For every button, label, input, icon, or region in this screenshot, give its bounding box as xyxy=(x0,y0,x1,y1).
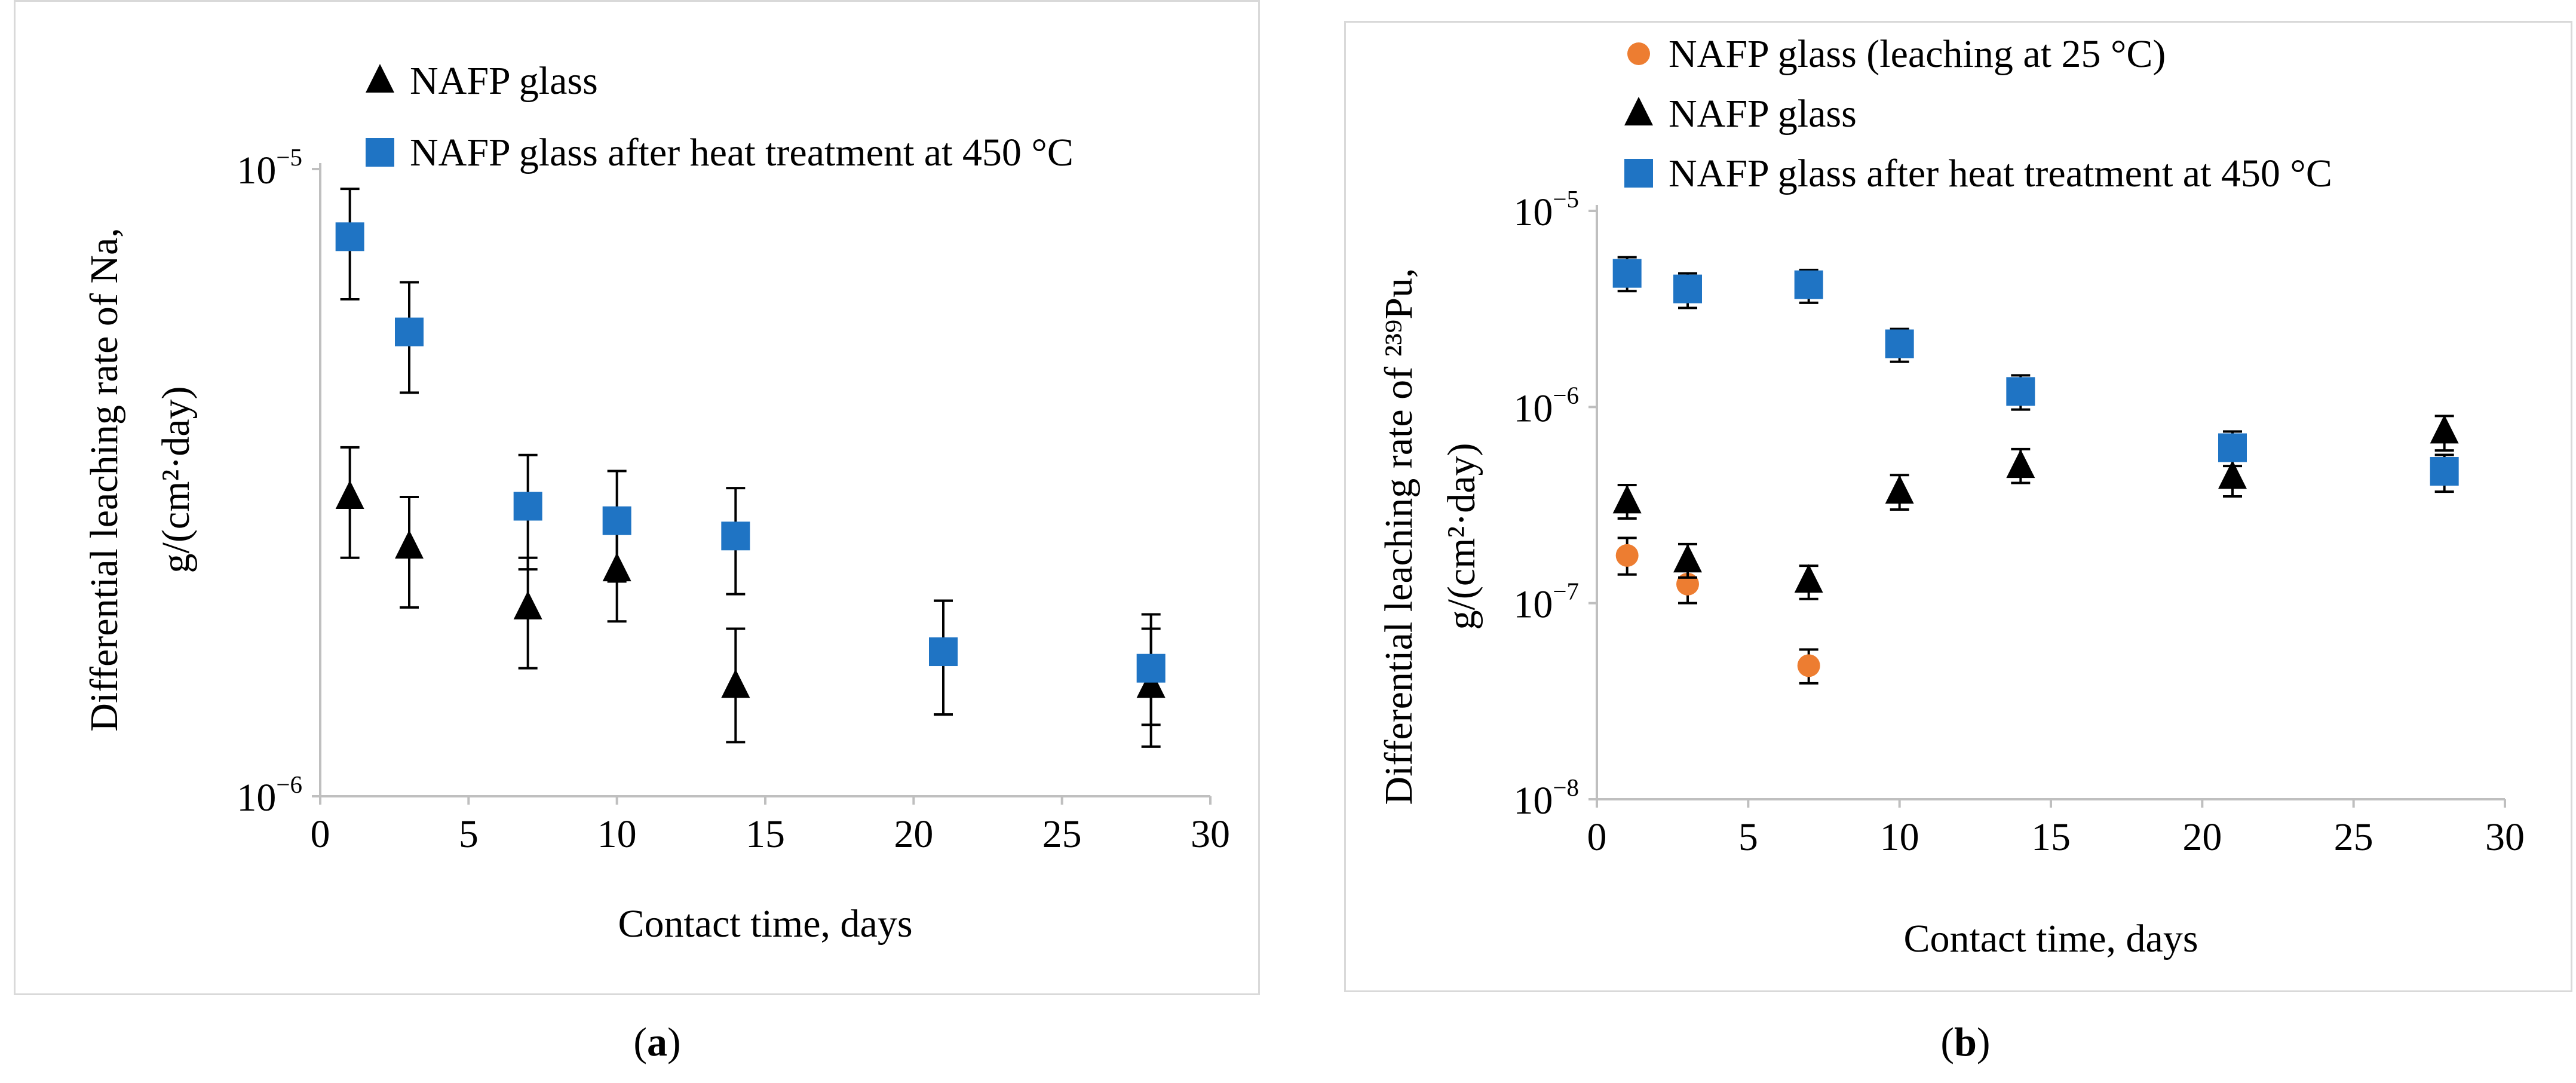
y-tick-label: 10−6 xyxy=(1513,381,1579,430)
y-tick-label: 10−8 xyxy=(1513,774,1579,823)
legend-label: NAFP glass xyxy=(410,59,598,103)
legend-marker xyxy=(1624,97,1653,125)
data-point xyxy=(1612,484,1642,514)
x-tick-label: 0 xyxy=(311,812,330,856)
data-point xyxy=(395,530,424,559)
data-point xyxy=(2430,456,2459,486)
x-tick-label: 25 xyxy=(2334,815,2373,859)
x-tick-label: 0 xyxy=(1587,815,1607,859)
y-axis-label-units: g/(cm²·day) xyxy=(1440,443,1483,630)
data-point xyxy=(513,590,542,619)
x-tick-label: 25 xyxy=(1042,812,1082,856)
data-point xyxy=(2430,415,2459,444)
x-tick-label: 10 xyxy=(597,812,637,856)
data-point xyxy=(1136,654,1166,683)
y-tick-label: 10−7 xyxy=(1513,578,1579,627)
series-circle xyxy=(1615,536,1820,685)
data-point xyxy=(929,637,958,667)
legend-label: NAFP glass xyxy=(1669,92,1857,136)
legend-label: NAFP glass after heat treatment at 450 °… xyxy=(1669,152,2332,195)
x-tick-label: 10 xyxy=(1880,815,1919,859)
subfigure-label-a: (a) xyxy=(633,1019,681,1064)
y-tick-label: 10−5 xyxy=(237,143,302,192)
chart-a: 0 5 10 15 20 25 30 10−6 10−5 Contact time, days Di… xyxy=(82,59,1230,946)
data-point xyxy=(1797,654,1820,677)
data-point xyxy=(2006,449,2035,478)
legend-label: NAFP glass (leaching at 25 °C) xyxy=(1669,32,2166,76)
x-tick-label: 15 xyxy=(2031,815,2071,859)
data-point xyxy=(335,480,364,510)
data-point xyxy=(335,222,364,251)
series-triangle xyxy=(1612,415,2459,600)
data-point xyxy=(721,521,750,551)
subfigure-label-b: (b) xyxy=(1940,1019,1991,1064)
data-point xyxy=(1885,475,1914,504)
x-tick-label: 30 xyxy=(1191,812,1230,856)
series-square xyxy=(335,188,1166,726)
x-tick-label: 15 xyxy=(746,812,785,856)
data-point xyxy=(1612,259,1642,288)
y-axis-label: Differential leaching rate of Na, xyxy=(82,228,126,732)
series-square xyxy=(1612,256,2459,493)
data-point xyxy=(395,317,424,346)
legend-marker xyxy=(1627,42,1650,65)
y-axis-label-units: g/(cm²·day) xyxy=(154,386,198,573)
chart-a-panel: 0 5 10 15 20 25 30 10−6 10−5 Contact time, days Di… xyxy=(14,0,1260,995)
legend-label: NAFP glass after heat treatment at 450 °… xyxy=(410,131,1074,174)
series-triangle xyxy=(335,446,1166,748)
data-point xyxy=(513,492,542,521)
legend-marker xyxy=(366,138,394,167)
data-point xyxy=(1794,270,1823,299)
data-point xyxy=(1615,544,1639,567)
data-point xyxy=(2218,433,2247,462)
data-point xyxy=(1794,564,1823,593)
x-axis-label: Contact time, days xyxy=(618,902,912,946)
x-tick-label: 20 xyxy=(2182,815,2222,859)
data-point xyxy=(1673,274,1702,303)
data-point xyxy=(1673,544,1702,573)
chart-b-panel: 0 5 10 15 20 25 30 10−8 10−7 10−6 10−5 Contact time… xyxy=(1344,21,2572,992)
chart-b: 0 5 10 15 20 25 30 10−8 10−7 10−6 10−5 Contact time… xyxy=(1377,32,2525,961)
legend-marker xyxy=(366,64,394,93)
data-point xyxy=(2218,460,2247,489)
data-point xyxy=(1885,329,1914,358)
y-tick-label: 10−6 xyxy=(237,771,302,820)
data-point xyxy=(602,506,631,535)
x-axis-label: Contact time, days xyxy=(1903,917,2198,961)
x-tick-label: 5 xyxy=(459,812,479,856)
x-tick-label: 20 xyxy=(894,812,933,856)
x-tick-label: 30 xyxy=(2485,815,2525,859)
data-point xyxy=(721,669,750,698)
y-axis-label: Differential leaching rate of ²³⁹Pu, xyxy=(1377,268,1421,805)
legend-marker xyxy=(1624,159,1653,188)
x-tick-label: 5 xyxy=(1738,815,1758,859)
data-point xyxy=(2006,377,2035,406)
y-tick-label: 10−5 xyxy=(1513,185,1579,234)
